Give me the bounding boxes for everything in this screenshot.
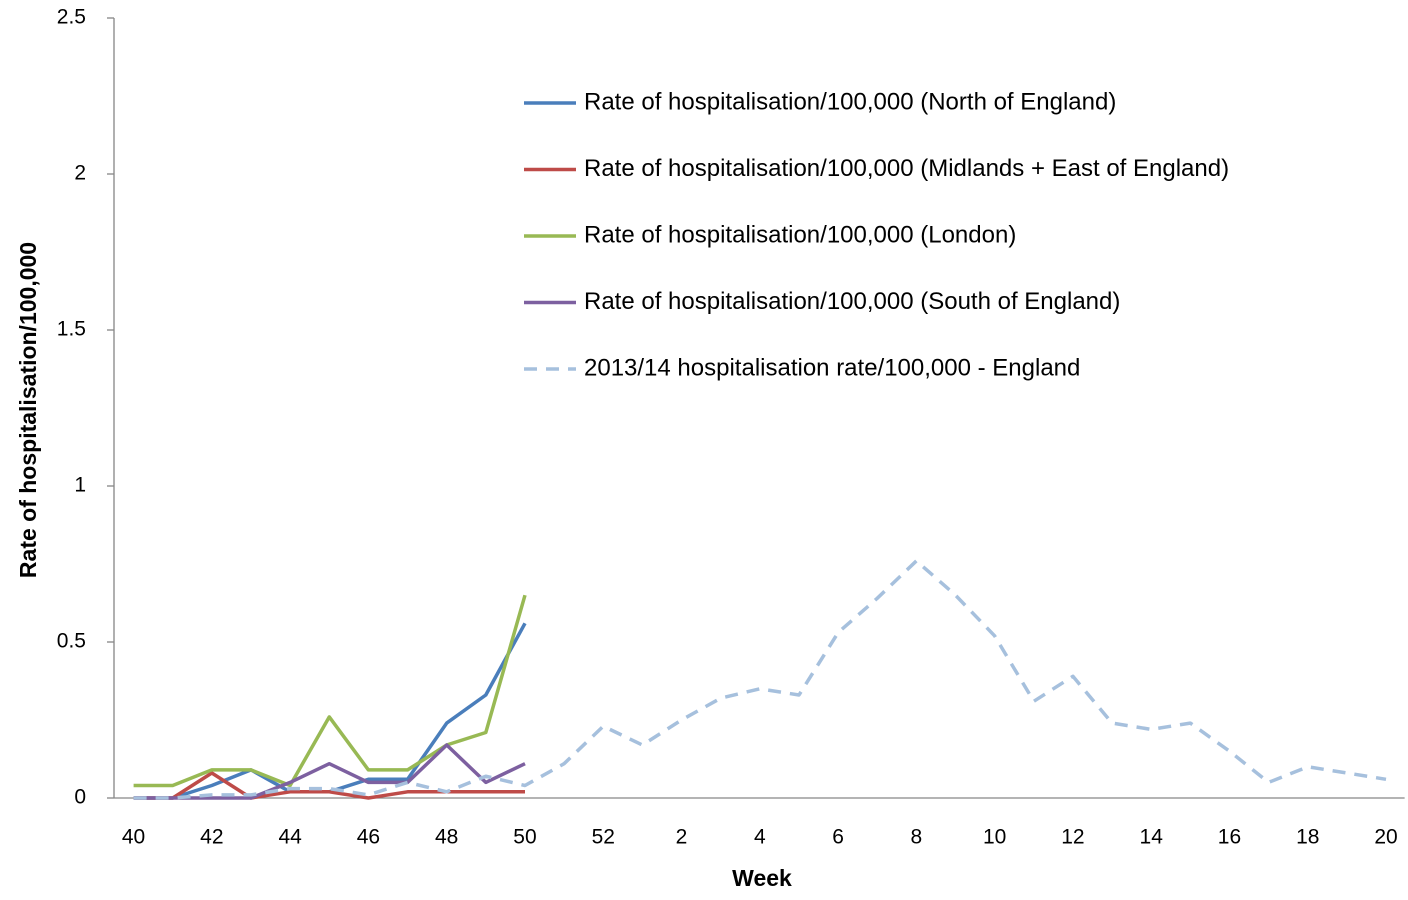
x-tick-label: 16: [1218, 826, 1241, 849]
series-line: [133, 622, 527, 800]
x-tick-label: 10: [983, 826, 1006, 849]
y-tick-label: 0.5: [57, 630, 86, 653]
y-tick-label: 0: [74, 786, 86, 809]
legend-label: Rate of hospitalisation/100,000 (Midland…: [584, 155, 1229, 182]
y-tick-label: 2: [74, 162, 86, 185]
legend-label: Rate of hospitalisation/100,000 (London): [584, 221, 1016, 248]
series-line: [133, 743, 526, 800]
x-tick-label: 12: [1061, 826, 1084, 849]
x-tick-label: 46: [357, 826, 380, 849]
x-tick-label: 50: [513, 826, 536, 849]
x-tick-label: 8: [911, 826, 923, 849]
x-tick-label: 6: [832, 826, 844, 849]
x-tick-label: 48: [435, 826, 458, 849]
x-tick-label: 20: [1374, 826, 1397, 849]
x-tick-label: 42: [200, 826, 223, 849]
series-line: [133, 771, 525, 800]
y-tick-label: 1.5: [57, 318, 86, 341]
y-tick-label: 2.5: [57, 6, 86, 29]
x-tick-label: 2: [676, 826, 688, 849]
x-tick-label: 14: [1140, 826, 1164, 849]
x-tick-label: 52: [592, 826, 615, 849]
x-tick-label: 18: [1296, 826, 1319, 849]
x-tick-label: 44: [278, 826, 302, 849]
x-tick-label: 40: [122, 826, 145, 849]
legend-label: 2013/14 hospitalisation rate/100,000 - E…: [584, 354, 1080, 381]
legend-label: Rate of hospitalisation/100,000 (North o…: [584, 88, 1116, 115]
x-tick-label: 4: [754, 826, 766, 849]
legend-label: Rate of hospitalisation/100,000 (South o…: [584, 288, 1120, 315]
y-axis-label: Rate of hospitalisation/100,000: [15, 242, 41, 578]
y-tick-label: 1: [74, 474, 86, 497]
series-line: [133, 559, 1387, 800]
x-axis-label: Week: [732, 865, 792, 891]
series-line: [133, 594, 527, 788]
